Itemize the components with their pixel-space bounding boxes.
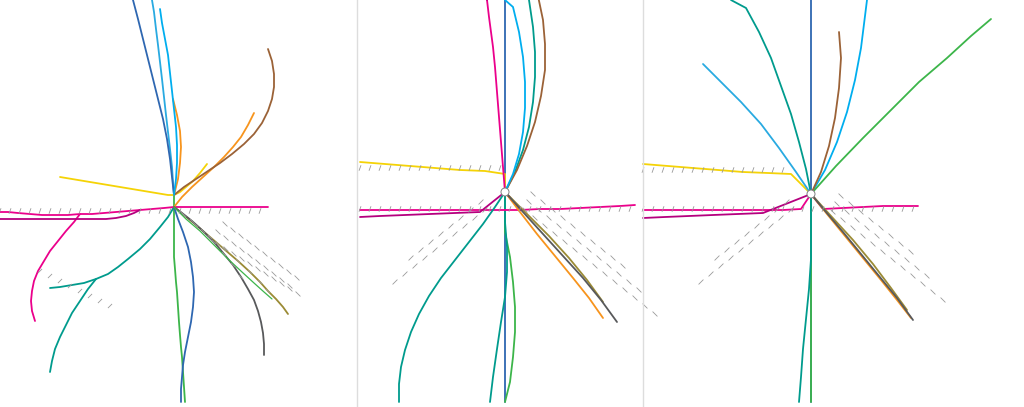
Circle shape xyxy=(501,188,509,196)
Circle shape xyxy=(807,190,815,198)
